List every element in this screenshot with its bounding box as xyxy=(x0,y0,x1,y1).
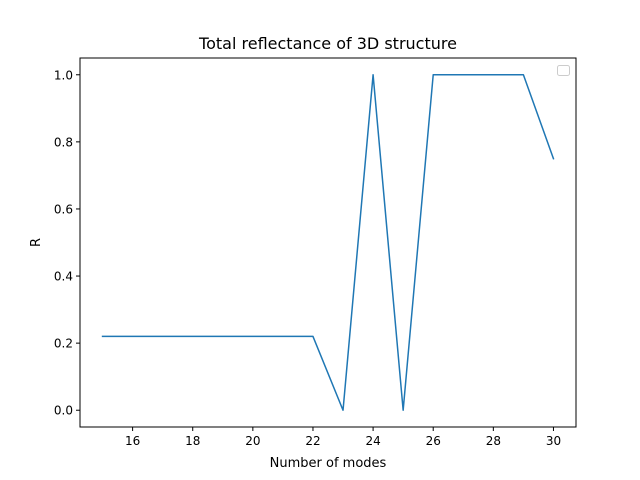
y-tick-label: 0.6 xyxy=(54,202,73,216)
x-tick-label: 20 xyxy=(245,434,260,448)
y-axis-label: R xyxy=(29,238,44,247)
series-layer xyxy=(101,74,555,411)
plot-frame xyxy=(79,57,577,428)
x-tick-label: 26 xyxy=(426,434,441,448)
x-axis-ticks: 16 18 20 22 24 26 28 30 xyxy=(125,427,561,448)
series-line xyxy=(101,74,555,411)
x-tick-label: 30 xyxy=(546,434,561,448)
y-tick-label: 0.8 xyxy=(54,135,73,149)
x-tick-label: 24 xyxy=(365,434,380,448)
x-axis-label: Number of modes xyxy=(270,456,387,471)
x-tick-label: 18 xyxy=(185,434,200,448)
chart-title: Total reflectance of 3D structure xyxy=(198,34,457,53)
x-tick-label: 16 xyxy=(125,434,140,448)
y-tick-label: 0.4 xyxy=(54,270,73,284)
y-axis-ticks: 0.0 0.2 0.4 0.6 0.8 1.0 xyxy=(54,68,80,418)
legend-box xyxy=(557,65,570,76)
y-tick-label: 0.2 xyxy=(54,337,73,351)
y-tick-label: 1.0 xyxy=(54,68,73,82)
x-tick-label: 28 xyxy=(486,434,501,448)
x-tick-label: 22 xyxy=(305,434,320,448)
y-tick-label: 0.0 xyxy=(54,404,73,418)
